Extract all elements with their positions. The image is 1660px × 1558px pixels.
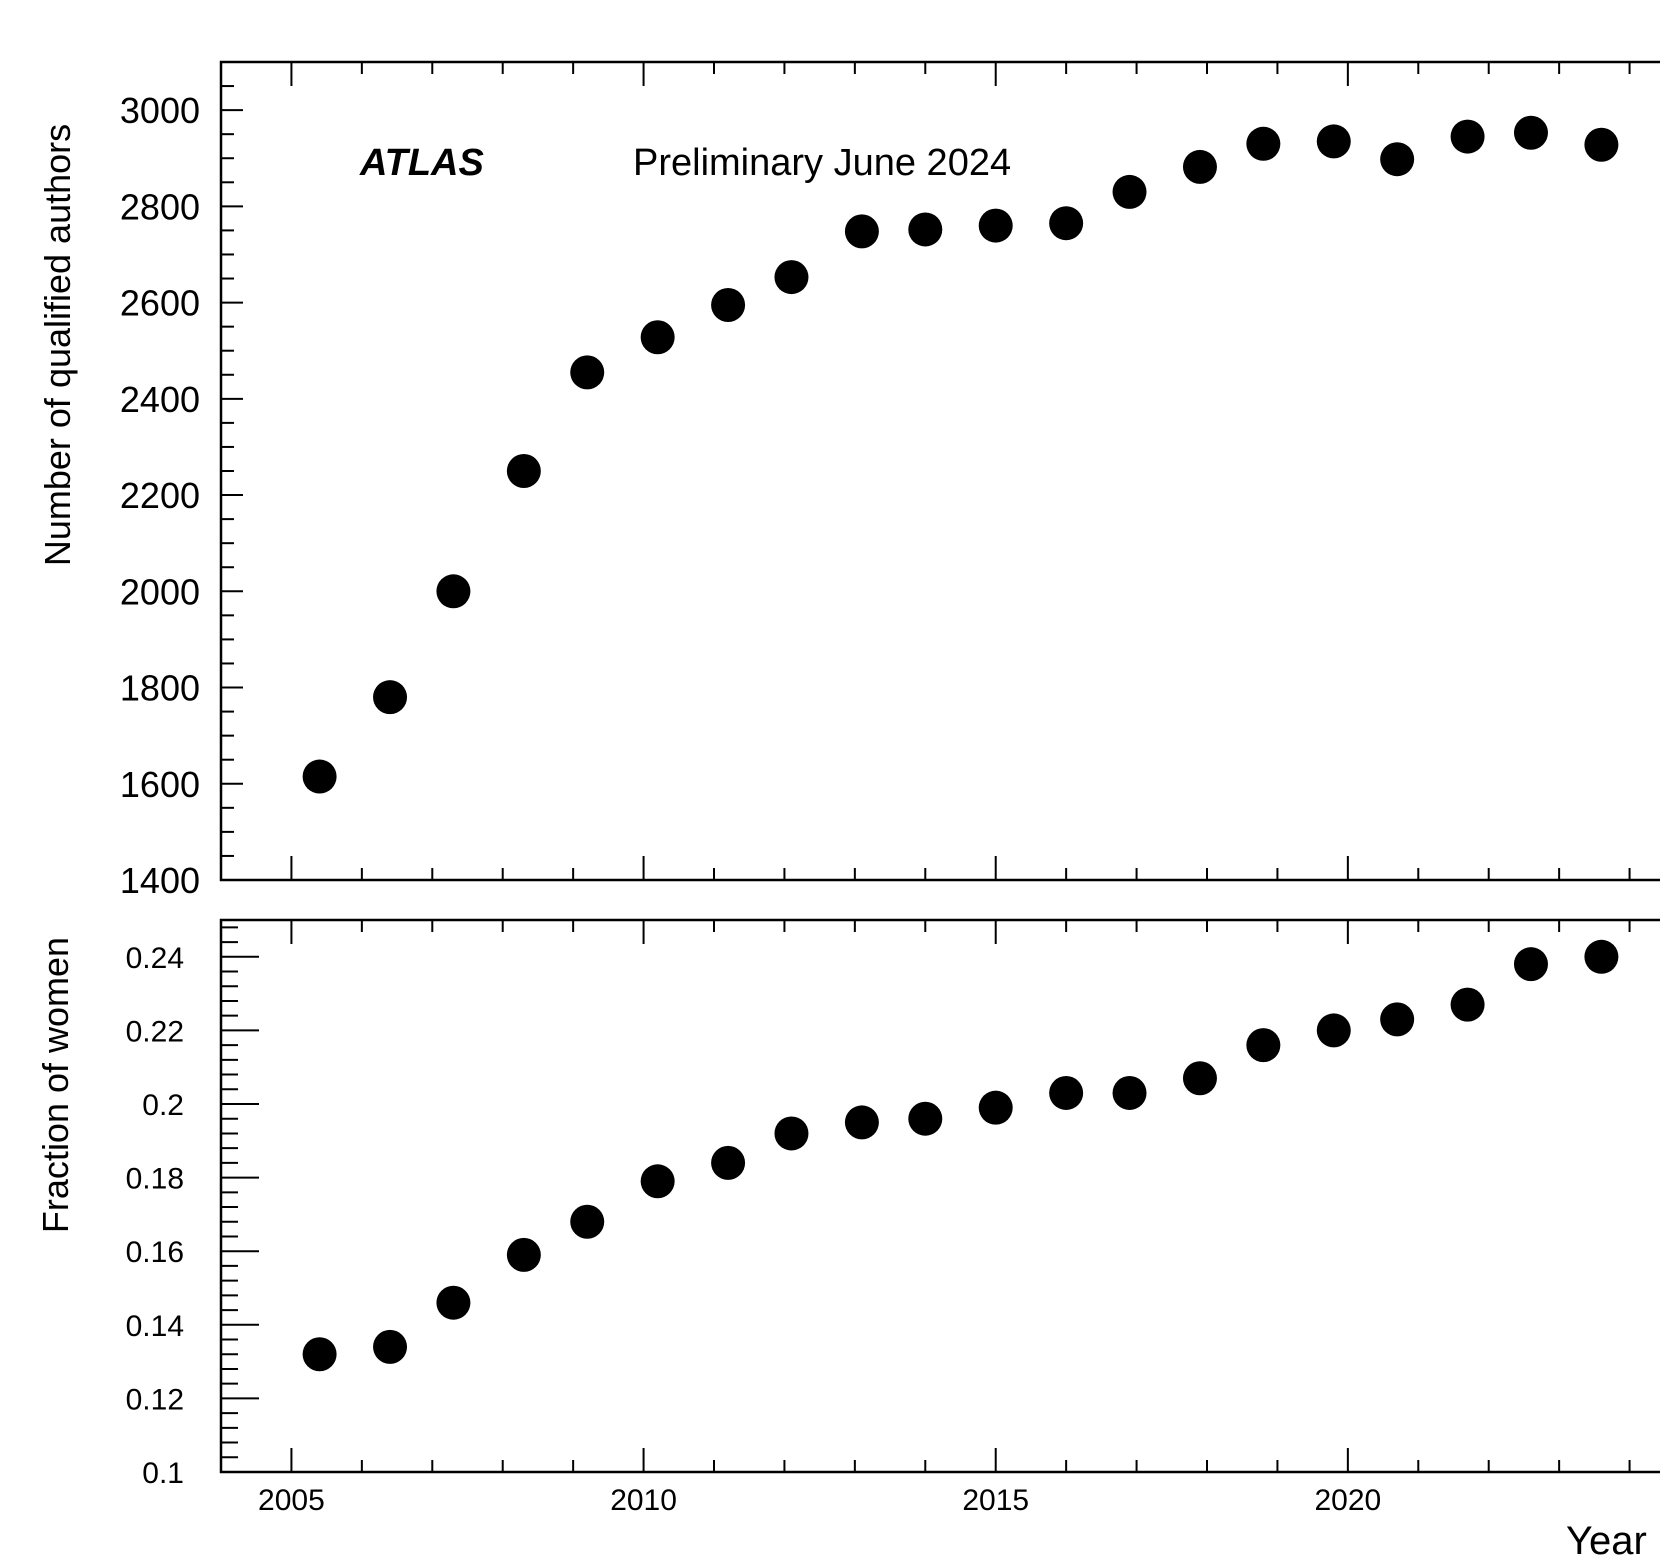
data-point <box>1112 174 1147 209</box>
plot-frame <box>219 60 1660 882</box>
data-point <box>1450 119 1485 154</box>
x-tick-label: 2005 <box>258 1484 325 1517</box>
y-tick-label: 1400 <box>120 860 200 901</box>
y-tick-label: 0.18 <box>126 1163 184 1196</box>
data-point <box>1049 1075 1084 1110</box>
bottom-panel: 0.1 0.12 0.14 0.16 0.18 0.2 0.22 0.24 2005 2010 20… <box>126 918 1660 1517</box>
data-point <box>373 1329 408 1364</box>
data-point <box>1316 1013 1351 1048</box>
data-point <box>711 287 746 322</box>
data-point <box>506 454 541 488</box>
data-point <box>1112 1075 1147 1110</box>
plot-frame <box>219 918 1660 1474</box>
data-point <box>1584 939 1619 974</box>
y-tick-label: 0.2 <box>142 1089 184 1122</box>
data-point <box>302 1337 337 1372</box>
data-point <box>506 1237 541 1272</box>
preliminary-label: Preliminary June 2024 <box>633 142 1011 184</box>
y-axis-label-top: Number of qualified authors <box>37 124 78 566</box>
data-point <box>908 1101 943 1136</box>
data-point <box>640 320 675 355</box>
data-point <box>1246 126 1281 161</box>
data-point <box>774 260 809 295</box>
data-point <box>1380 142 1415 177</box>
x-axis-label: Year <box>1566 1519 1647 1558</box>
data-point <box>844 214 879 249</box>
y-tick-label: 2400 <box>120 379 200 420</box>
data-point <box>436 574 471 609</box>
y-tick-label: 3000 <box>120 90 200 131</box>
data-point <box>1182 1061 1217 1096</box>
data-point <box>373 680 408 715</box>
y-tick-label: 0.12 <box>126 1383 184 1416</box>
data-point <box>1513 947 1548 982</box>
data-point <box>570 1204 605 1239</box>
y-tick-label: 0.16 <box>126 1236 184 1269</box>
x-tick-label: 2020 <box>1314 1484 1381 1517</box>
data-point <box>436 1285 471 1320</box>
data-point <box>844 1105 879 1140</box>
x-tick-label: 2010 <box>610 1484 677 1517</box>
y-tick-label: 2600 <box>120 283 200 324</box>
y-tick-label: 0.24 <box>126 942 184 975</box>
y-tick-label: 1600 <box>120 764 200 805</box>
data-point <box>640 1164 675 1199</box>
y-axis-label-bottom: Fraction of women <box>35 937 76 1233</box>
data-point <box>1584 127 1619 162</box>
data-point <box>1513 115 1548 150</box>
y-tick-label: 0.14 <box>126 1310 184 1343</box>
y-tick-label: 2800 <box>120 186 200 227</box>
top-panel: 1400 1600 1800 2000 2200 2400 2600 2800 3000 <box>120 60 1660 901</box>
y-tick-label: 2000 <box>120 571 200 612</box>
data-point <box>1380 1002 1415 1037</box>
data-point <box>908 212 943 247</box>
data-point <box>1450 987 1485 1022</box>
y-tick-label: 1800 <box>120 668 200 709</box>
x-tick-label: 2015 <box>962 1484 1029 1517</box>
data-point <box>711 1145 746 1180</box>
data-point <box>774 1116 809 1151</box>
data-point <box>1049 206 1084 241</box>
data-point <box>1182 149 1217 184</box>
y-tick-label: 0.1 <box>142 1457 184 1490</box>
data-point <box>570 355 605 390</box>
data-point <box>302 759 337 794</box>
data-point <box>978 208 1013 243</box>
data-point <box>1316 124 1351 159</box>
data-point <box>978 1090 1013 1125</box>
y-tick-label: 0.22 <box>126 1015 184 1048</box>
data-point <box>1246 1028 1281 1063</box>
atlas-label: ATLAS <box>359 142 484 184</box>
y-tick-label: 2200 <box>120 475 200 516</box>
